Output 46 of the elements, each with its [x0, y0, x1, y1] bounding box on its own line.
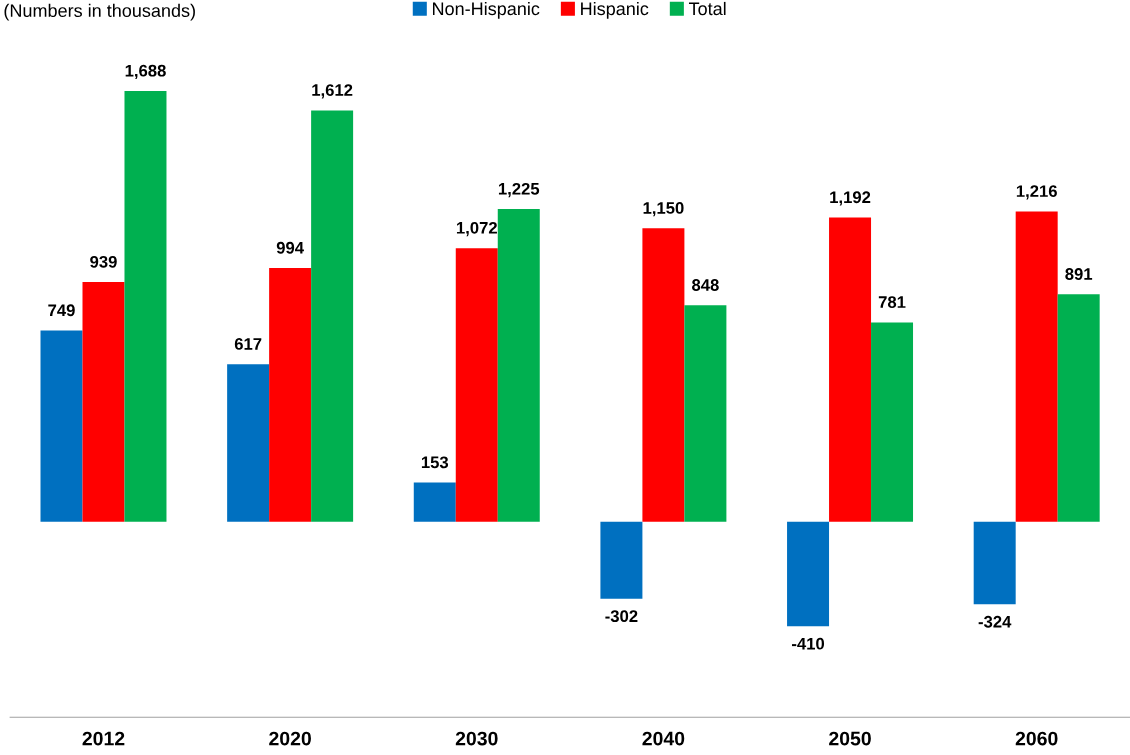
bar — [787, 521, 830, 627]
bar — [455, 248, 498, 522]
bar — [413, 482, 456, 522]
bar — [829, 217, 872, 522]
bar — [124, 90, 167, 522]
bar — [684, 305, 727, 522]
x-tick-label: 2012 — [82, 731, 125, 746]
data-label: 1,216 — [1016, 185, 1057, 200]
x-tick-label: 2040 — [642, 731, 685, 746]
bar — [497, 209, 540, 522]
bar — [871, 322, 914, 522]
data-label: 1,150 — [643, 202, 684, 217]
data-label: 781 — [878, 296, 906, 308]
x-tick-label: 2050 — [829, 731, 871, 746]
legend-label: Non-Hispanic — [433, 1, 540, 19]
bar — [973, 521, 1016, 605]
data-label: 1,688 — [125, 64, 166, 80]
data-label: -324 — [978, 615, 1012, 628]
data-label: 848 — [692, 279, 719, 291]
data-label: 1,192 — [830, 191, 871, 206]
bar — [1057, 294, 1100, 522]
data-label: 749 — [48, 304, 75, 317]
x-tick-label: 2030 — [455, 731, 498, 746]
legend-label: Hispanic — [581, 1, 649, 19]
data-label: 891 — [1065, 268, 1093, 280]
bar — [82, 282, 125, 522]
bar — [600, 521, 643, 599]
x-tick-label: 2020 — [269, 731, 311, 746]
bar — [311, 110, 354, 522]
data-label: 1,225 — [498, 182, 540, 198]
data-label: 939 — [90, 255, 117, 268]
data-label: 994 — [276, 241, 304, 254]
x-tick-label: 2060 — [1015, 731, 1058, 746]
bar — [269, 268, 312, 522]
data-label: -410 — [792, 637, 825, 650]
bar — [1015, 211, 1058, 522]
chart-subtitle: (Numbers in thousands) — [4, 3, 195, 21]
bar — [227, 364, 270, 522]
data-label: 1,072 — [456, 221, 497, 237]
legend-label: Total — [688, 1, 726, 16]
data-label: 617 — [234, 338, 262, 350]
data-label: -302 — [605, 610, 638, 623]
data-label: 153 — [421, 456, 449, 469]
bar — [40, 330, 83, 522]
bar — [642, 228, 685, 522]
data-label: 1,612 — [312, 84, 353, 99]
